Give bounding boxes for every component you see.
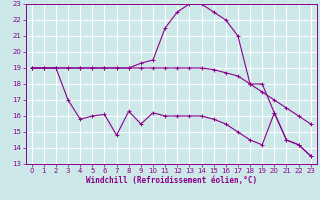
X-axis label: Windchill (Refroidissement éolien,°C): Windchill (Refroidissement éolien,°C) [86, 176, 257, 185]
